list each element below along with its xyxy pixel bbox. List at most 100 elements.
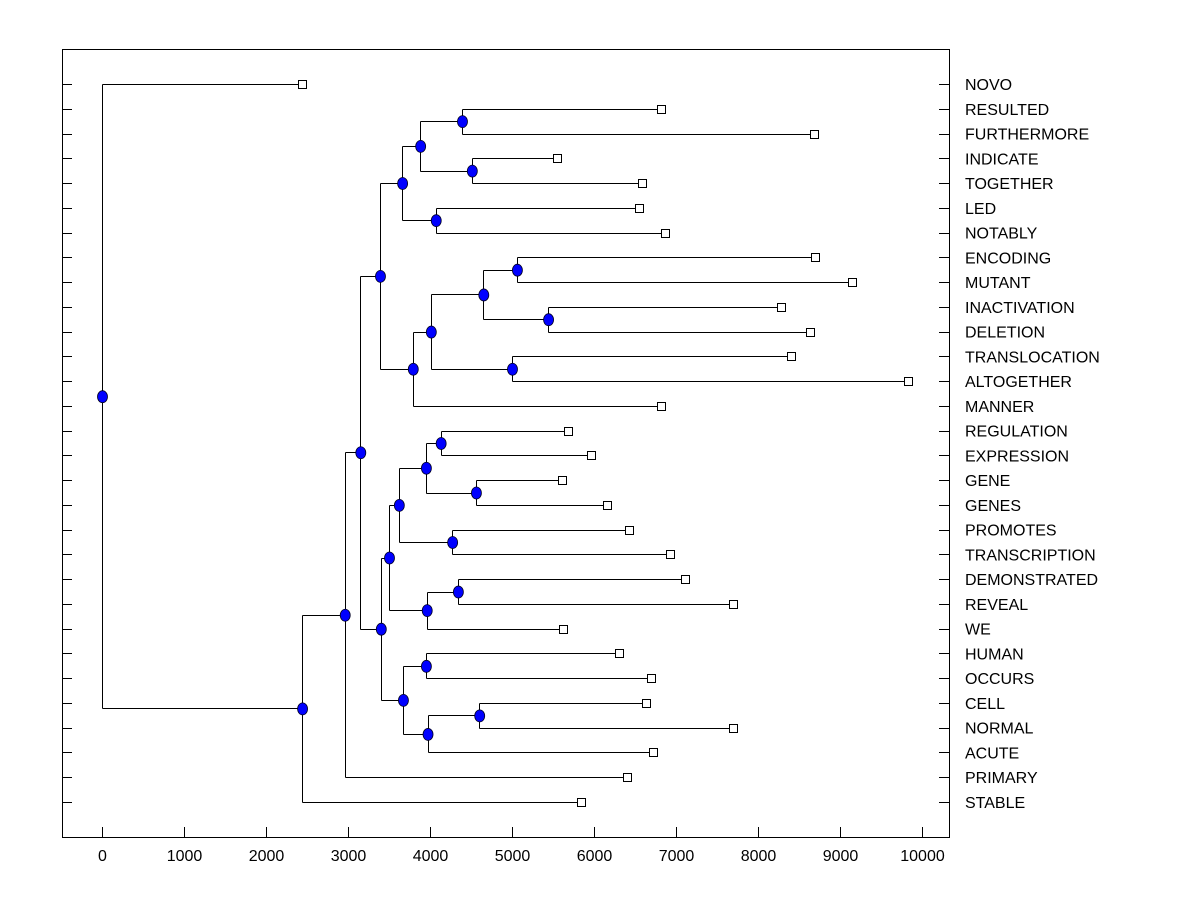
branch [517, 257, 852, 283]
leaf-marker [806, 328, 815, 337]
leaf-label: TOGETHER [965, 176, 1054, 193]
merge-node [355, 446, 367, 460]
leaf-marker [558, 476, 567, 485]
merge-node [447, 536, 459, 549]
merge-node [543, 313, 554, 327]
leaf-label: STABLE [965, 795, 1025, 812]
leaf-label: EXPRESSION [965, 448, 1069, 465]
leaf-label: NORMAL [965, 721, 1034, 738]
branch [399, 468, 452, 543]
branch [548, 307, 810, 333]
merge-node [339, 608, 351, 622]
branch [512, 356, 908, 382]
merge-node [512, 263, 523, 277]
leaf-label: TRANSLOCATION [965, 349, 1100, 366]
plot-frame [62, 49, 950, 838]
merge-node [430, 214, 442, 228]
leaf-marker [564, 427, 573, 436]
leaf-label: FURTHERMORE [965, 127, 1089, 144]
branch [476, 480, 607, 506]
leaf-marker [577, 798, 586, 807]
leaf-marker [777, 303, 786, 312]
leaf-label: RESULTED [965, 102, 1049, 119]
leaf-label: ACUTE [965, 745, 1019, 762]
merge-node [474, 709, 486, 723]
merge-node [452, 585, 464, 599]
branch [420, 121, 472, 172]
merge-node [297, 702, 308, 716]
leaf-label: NOTABLY [965, 226, 1038, 243]
leaf-marker [811, 253, 820, 262]
leaf-marker [787, 352, 796, 361]
merge-node [398, 693, 409, 707]
merge-node [397, 177, 409, 190]
leaf-label: DEMONSTRATED [965, 572, 1098, 589]
merge-node [457, 115, 468, 129]
leaf-label: GENES [965, 498, 1021, 515]
leaf-marker [638, 179, 647, 188]
leaf-label: TRANSCRIPTION [965, 547, 1096, 564]
leaf-labels: NOVO RESULTED FURTHERMORE INDICATE TOGETHER L… [965, 77, 1100, 812]
leaf-marker [635, 204, 644, 213]
leaf-label: MANNER [965, 399, 1034, 416]
leaf-label: LED [965, 201, 996, 218]
leaf-label: HUMAN [965, 646, 1024, 663]
x-tick-label: 8000 [741, 848, 777, 865]
branches [102, 84, 908, 803]
merge-node [407, 362, 419, 376]
leaf-marker [553, 154, 562, 163]
leaf-marker [681, 575, 690, 584]
leaf-label: ENCODING [965, 250, 1051, 267]
x-tick-label: 9000 [823, 848, 859, 865]
x-tick-label: 0 [98, 848, 107, 865]
leaf-marker [298, 80, 307, 89]
branch [427, 592, 563, 630]
x-tick-label: 10000 [900, 848, 945, 865]
leaf-marker [603, 501, 612, 510]
leaf-marker [647, 674, 656, 683]
leaf-label: PRIMARY [965, 770, 1038, 787]
leaf-marker [649, 748, 658, 757]
leaf-marker [642, 699, 651, 708]
nodes [97, 80, 913, 807]
leaf-marker [729, 724, 738, 733]
branch [102, 84, 302, 709]
leaf-marker [559, 625, 568, 634]
leaf-label: INACTIVATION [965, 300, 1075, 317]
leaf-marker [661, 229, 670, 238]
leaf-marker [904, 377, 913, 386]
x-tick-label: 1000 [167, 848, 203, 865]
merge-node [425, 325, 437, 339]
leaf-label: NOVO [965, 77, 1012, 94]
leaf-marker [848, 278, 857, 287]
leaf-label: PROMOTES [965, 523, 1057, 540]
x-tick-label: 5000 [495, 848, 531, 865]
leaf-label: CELL [965, 696, 1005, 713]
merge-node [466, 164, 478, 178]
x-tick-label: 7000 [659, 848, 695, 865]
x-tick-label: 6000 [577, 848, 613, 865]
leaf-label: REVEAL [965, 597, 1028, 614]
row-ticks [62, 84, 949, 803]
merge-node [420, 461, 432, 475]
branch [479, 703, 733, 729]
branch [483, 270, 548, 320]
merge-node [422, 728, 434, 741]
leaf-label: MUTANT [965, 275, 1031, 292]
merge-node [421, 604, 433, 618]
x-tick-label: 4000 [413, 848, 449, 865]
leaf-marker [666, 550, 675, 559]
leaf-label: WE [965, 622, 991, 639]
leaf-marker [623, 773, 632, 782]
merge-node [420, 659, 432, 673]
branch [428, 715, 653, 753]
branch [452, 530, 670, 555]
branch [462, 109, 814, 135]
branch [436, 208, 665, 234]
leaf-label: DELETION [965, 325, 1045, 342]
merge-node [471, 486, 482, 500]
x-axis: 0 1000 2000 3000 4000 5000 6000 7000 8000 9000 100… [98, 827, 945, 865]
leaf-marker [657, 105, 666, 114]
leaf-label: REGULATION [965, 424, 1068, 441]
